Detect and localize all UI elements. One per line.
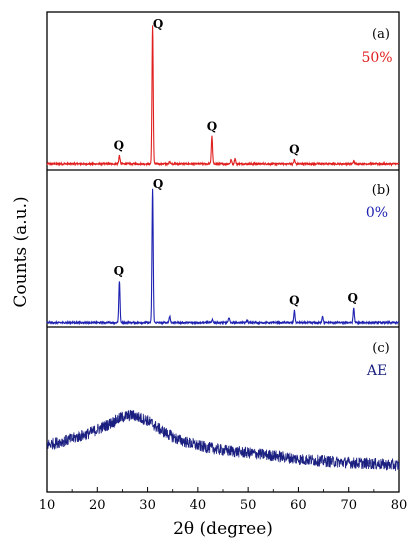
panel-letter-1: (a): [372, 27, 390, 42]
series-line-2: [46, 188, 400, 326]
peak-label-1-3: Q: [207, 119, 217, 133]
x-tick-label-3: 30: [139, 498, 156, 513]
x-axis-ticks: 10 20 30 40 50 60 70 80: [39, 487, 408, 513]
peak-label-1-1: Q: [114, 139, 124, 153]
y-axis-label: Counts (a.u.): [11, 196, 31, 307]
peak-label-1-4: Q: [289, 143, 299, 157]
series-name-3: AE: [366, 363, 387, 379]
x-axis-label: 2θ (degree): [173, 519, 273, 539]
peak-label-2-4: Q: [348, 291, 358, 305]
series-line-3: [46, 409, 400, 472]
series-name-2: 0%: [366, 205, 388, 221]
panel-letter-3: (c): [372, 341, 389, 356]
x-tick-label-1: 10: [39, 498, 56, 513]
peak-label-2-1: Q: [114, 264, 124, 278]
plot-frame: [46, 11, 400, 493]
x-tick-label-6: 60: [290, 498, 307, 513]
panel-letter-2: (b): [372, 183, 390, 198]
peak-label-2-3: Q: [289, 294, 299, 308]
peak-label-2-2: Q: [153, 177, 163, 191]
x-tick-label-5: 50: [240, 498, 257, 513]
series-line-1: [46, 25, 400, 167]
series-name-1: 50%: [361, 50, 392, 66]
peak-label-1-2: Q: [153, 17, 163, 31]
annotations: Q Q Q Q (a) 50% Q Q Q Q (b) 0% (c) AE: [114, 17, 393, 379]
x-tick-label-7: 70: [340, 498, 357, 513]
traces: [46, 25, 400, 472]
x-tick-label-2: 20: [89, 498, 106, 513]
x-tick-label-4: 40: [190, 498, 207, 513]
x-tick-label-8: 80: [391, 498, 408, 513]
